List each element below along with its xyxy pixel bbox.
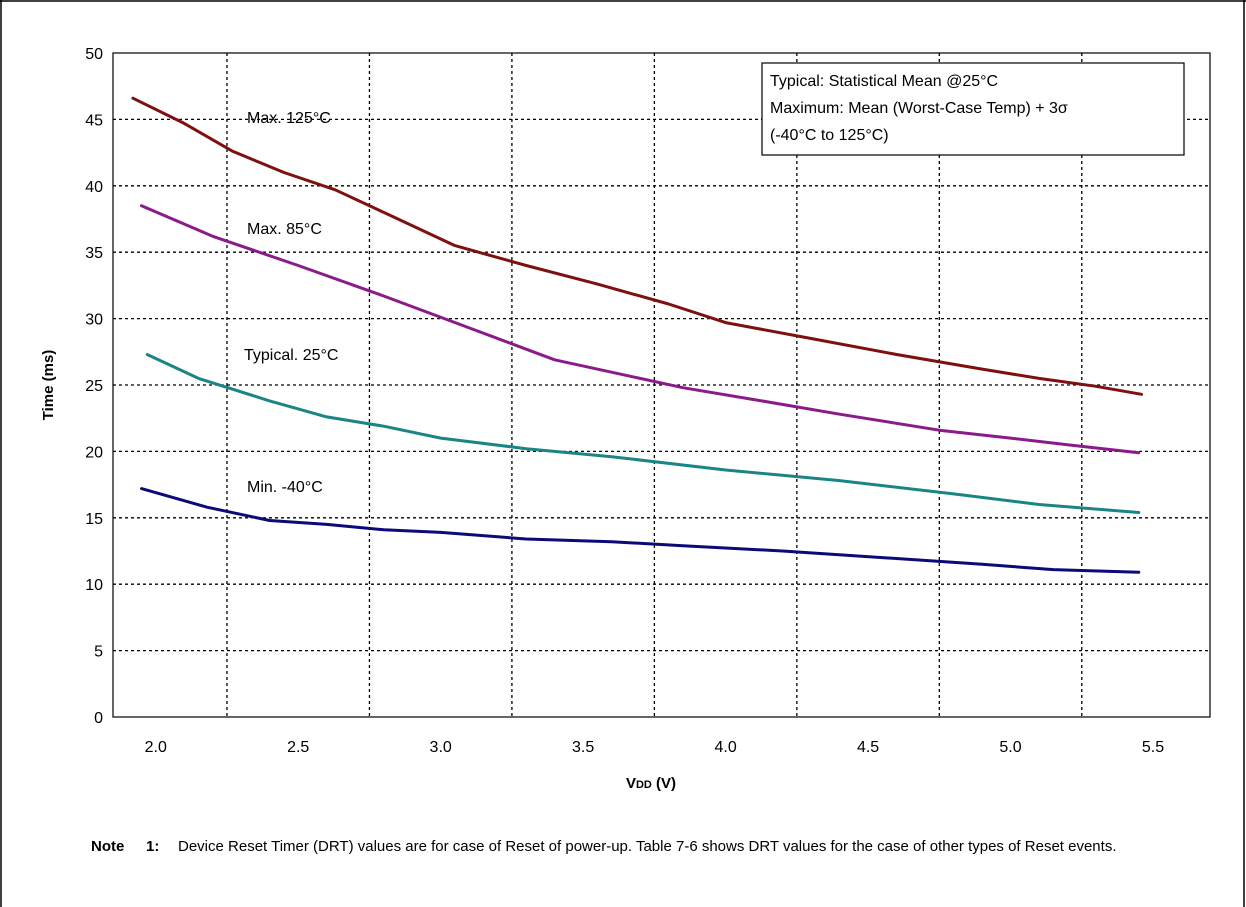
x-axis-label-main: V bbox=[626, 775, 636, 792]
series-label: Max. 85°C bbox=[247, 221, 322, 238]
x-axis-label-unit: (V) bbox=[652, 775, 676, 792]
note-number: 1: bbox=[146, 838, 160, 855]
y-tick-label: 45 bbox=[85, 112, 103, 129]
series-label: Max. 125°C bbox=[247, 110, 331, 127]
chart-plot: 0 5 10 15 20 25 30 35 40 45 50 2.0 2.5 3.0 3.5 4.0 4.5 5… bbox=[40, 46, 1211, 792]
x-tick-label: 4.0 bbox=[714, 739, 736, 756]
chart-grid bbox=[113, 53, 1210, 717]
legend-line-maximum: Maximum: Mean (Worst-Case Temp) + 3σ bbox=[770, 100, 1068, 117]
y-tick-label: 0 bbox=[94, 710, 103, 727]
x-tick-label: 4.5 bbox=[857, 739, 879, 756]
series-line bbox=[145, 353, 1141, 514]
y-tick-label: 15 bbox=[85, 511, 103, 528]
series-line bbox=[140, 204, 1141, 455]
x-tick-label: 2.0 bbox=[145, 739, 167, 756]
y-tick-label: 25 bbox=[85, 378, 103, 395]
series-label: Typical. 25°C bbox=[244, 347, 338, 364]
x-tick-label: 5.0 bbox=[999, 739, 1021, 756]
series-line bbox=[140, 487, 1141, 574]
note-text: Device Reset Timer (DRT) values are for … bbox=[178, 838, 1117, 855]
y-tick-label: 20 bbox=[85, 444, 103, 461]
x-tick-label: 2.5 bbox=[287, 739, 309, 756]
y-tick-label: 50 bbox=[85, 46, 103, 63]
x-tick-label: 3.5 bbox=[572, 739, 594, 756]
legend-box-border bbox=[761, 62, 1185, 156]
y-tick-label: 5 bbox=[94, 644, 103, 661]
y-axis-label: Time (ms) bbox=[40, 350, 57, 421]
y-tick-label: 40 bbox=[85, 179, 103, 196]
series-annotations: Max. 125°C Max. 85°C Typical. 25°C Min. -40… bbox=[244, 110, 338, 496]
y-tick-label: 30 bbox=[85, 312, 103, 329]
legend-line-typical: Typical: Statistical Mean @25°C bbox=[770, 73, 998, 90]
y-axis-ticks: 0 5 10 15 20 25 30 35 40 45 50 bbox=[85, 46, 103, 727]
series-label: Min. -40°C bbox=[247, 479, 323, 496]
plot-area-border bbox=[112, 52, 1211, 718]
series-line bbox=[131, 96, 1144, 396]
x-axis-label-subscript: DD bbox=[636, 779, 652, 791]
y-tick-label: 10 bbox=[85, 577, 103, 594]
y-tick-label: 35 bbox=[85, 245, 103, 262]
x-tick-label: 5.5 bbox=[1142, 739, 1164, 756]
note-label: Note bbox=[91, 838, 125, 855]
chart-series bbox=[131, 96, 1144, 574]
x-tick-label: 3.0 bbox=[430, 739, 452, 756]
legend-line-range: (-40°C to 125°C) bbox=[770, 127, 889, 144]
legend-box: Typical: Statistical Mean @25°C Maximum:… bbox=[761, 62, 1185, 156]
x-axis-ticks: 2.0 2.5 3.0 3.5 4.0 4.5 5.0 5.5 bbox=[145, 739, 1165, 756]
x-axis-label: VDD (V) bbox=[626, 775, 676, 792]
